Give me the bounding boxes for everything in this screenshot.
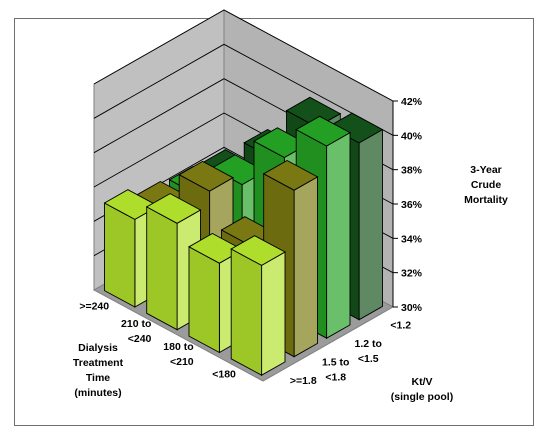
x-category-label: 210 to <240 [121, 318, 152, 345]
bar-top-face [262, 159, 319, 191]
x-category-label: <180 [212, 369, 236, 381]
bar-top-face [295, 115, 351, 147]
y-category-label: >=1.8 [290, 375, 317, 387]
gridline [93, 43, 394, 136]
bar-top-face [230, 235, 286, 266]
bar-side-face [188, 246, 220, 354]
bar-top-face [285, 96, 342, 128]
x-axis-title: Dialysis Treatment Time (minutes) [73, 342, 124, 399]
bar-front-face [261, 251, 286, 376]
bar-front-face [293, 176, 318, 358]
z-tick-label: 36% [401, 199, 423, 211]
bar-top-face [178, 160, 234, 192]
bar-front-face [326, 131, 351, 339]
bar-side-face [104, 202, 136, 308]
gridline [93, 9, 394, 102]
x-category-label: 180 to <210 [163, 341, 194, 368]
y-category-label: <1.2 [390, 319, 411, 331]
z-tick-label: 32% [401, 268, 423, 280]
y-axis-title: Kt/V (single pool) [391, 376, 453, 403]
z-tick-label: 38% [401, 165, 423, 177]
z-axis-title: 3-Year Crude Mortality [464, 164, 508, 206]
z-tick-label: 34% [401, 233, 423, 245]
z-axis-ticks: 30% 32% 34% 36% 38% 40% 42% [392, 96, 423, 314]
bars [103, 96, 384, 376]
z-tick-label: 30% [401, 302, 423, 314]
y-category-label: 1.5 to <1.8 [322, 356, 349, 383]
bar-side-face [230, 248, 263, 376]
x-category-label: >=240 [79, 300, 109, 312]
axis-labels: <180 180 to <210 210 to <240 >=240 >=1.8 1.5 to… [73, 164, 508, 403]
y-category-label: 1.2 to <1.5 [355, 338, 382, 365]
bar-side-face [146, 206, 178, 331]
z-tick-label: 42% [401, 96, 423, 108]
z-tick-label: 40% [401, 130, 423, 142]
bar-front-face [358, 128, 383, 321]
bar [230, 235, 286, 376]
bar-top-face [145, 193, 202, 224]
